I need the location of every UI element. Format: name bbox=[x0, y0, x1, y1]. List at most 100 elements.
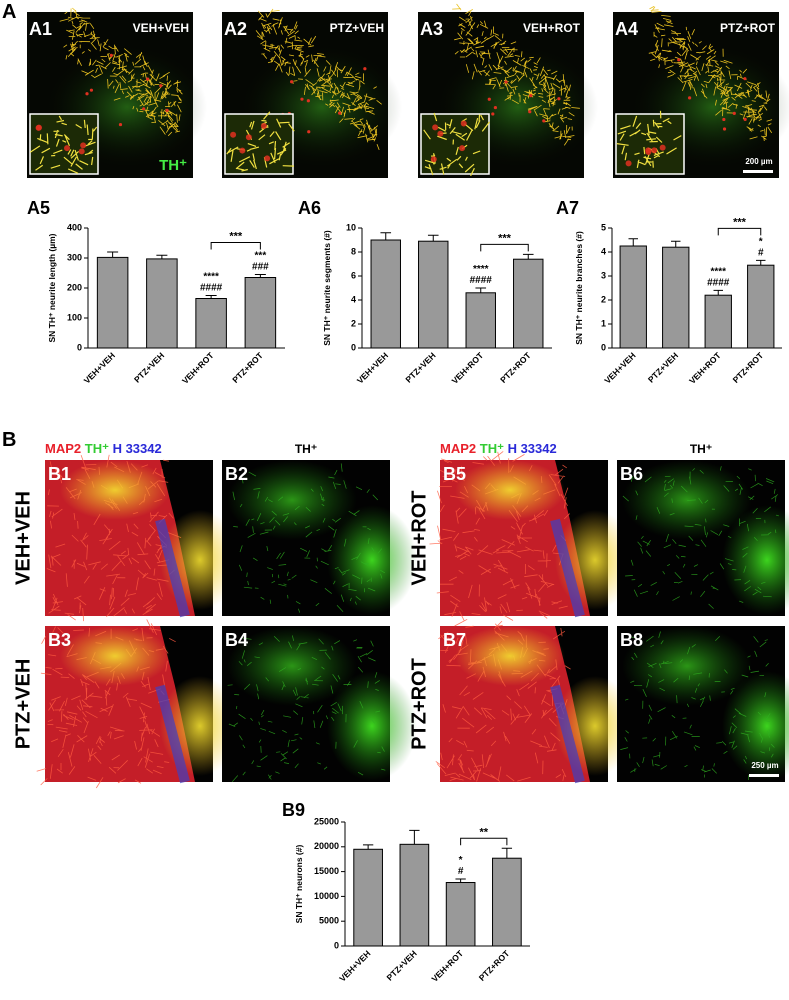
stain-name: TH⁺ bbox=[480, 441, 504, 456]
scale-bar-label: 200 µm bbox=[745, 157, 772, 166]
inset-soma bbox=[651, 147, 658, 154]
y-tick-label: 10000 bbox=[314, 891, 339, 901]
th-overlap bbox=[455, 460, 565, 520]
bar bbox=[418, 240, 449, 349]
soma bbox=[504, 80, 508, 84]
bar bbox=[195, 298, 227, 349]
significance: # bbox=[758, 247, 764, 258]
y-tick-label: 0 bbox=[601, 342, 606, 352]
inset-soma bbox=[460, 120, 467, 127]
inset-soma bbox=[432, 124, 439, 131]
nuclei-band bbox=[155, 684, 190, 784]
comparison-bracket bbox=[460, 837, 508, 846]
neurite-tracing bbox=[452, 3, 580, 146]
micrograph bbox=[36, 619, 240, 789]
soma bbox=[743, 77, 747, 81]
x-tick-label: PTZ+ROT bbox=[498, 350, 533, 385]
condition-label: PTZ+ROT bbox=[720, 21, 776, 35]
y-tick-label: 0 bbox=[351, 342, 356, 352]
y-tick-label: 0 bbox=[77, 342, 82, 352]
soma bbox=[528, 110, 532, 114]
error-bar bbox=[156, 254, 168, 259]
micrograph bbox=[435, 618, 635, 784]
inset bbox=[224, 113, 294, 175]
nuclei-band bbox=[550, 518, 585, 618]
bar bbox=[513, 258, 544, 349]
bracket-label: ** bbox=[479, 826, 488, 838]
soma bbox=[338, 111, 342, 115]
bar bbox=[244, 277, 277, 349]
significance: **** bbox=[473, 264, 489, 275]
panel-label: A7 bbox=[556, 198, 579, 218]
panel-label: B8 bbox=[620, 630, 643, 650]
stain-header: MAP2 TH⁺ H 33342 bbox=[440, 441, 557, 456]
th-region bbox=[722, 505, 789, 615]
y-tick-label: 3 bbox=[601, 270, 606, 280]
micrograph bbox=[222, 8, 402, 178]
inset-soma bbox=[264, 155, 271, 162]
section-label: B bbox=[2, 429, 16, 451]
neurite-tracing bbox=[59, 7, 183, 137]
bar bbox=[96, 256, 129, 349]
significance: * bbox=[459, 855, 463, 866]
th-region bbox=[327, 505, 417, 615]
bar bbox=[619, 245, 647, 349]
th-region bbox=[622, 460, 752, 540]
th-header: TH⁺ bbox=[690, 442, 712, 456]
nuclei-band bbox=[155, 518, 190, 618]
significance: # bbox=[458, 866, 464, 877]
row-label: VEH+VEH bbox=[12, 491, 34, 585]
th-header: TH⁺ bbox=[295, 442, 317, 456]
x-tick-label: VEH+ROT bbox=[180, 350, 216, 386]
significance: #### bbox=[707, 277, 730, 288]
micrograph bbox=[617, 626, 789, 782]
x-tick-label: PTZ+ROT bbox=[477, 948, 512, 983]
micrograph bbox=[27, 7, 207, 178]
soma bbox=[557, 97, 561, 101]
micrograph bbox=[222, 626, 417, 783]
y-tick-label: 100 bbox=[67, 312, 82, 322]
inset-soma bbox=[430, 156, 437, 163]
soma bbox=[142, 107, 146, 111]
panel-label: B4 bbox=[225, 630, 248, 650]
condition-label: PTZ+VEH bbox=[330, 21, 384, 35]
condition-label: VEH+ROT bbox=[523, 21, 581, 35]
soma bbox=[722, 117, 726, 122]
micrograph bbox=[617, 460, 789, 616]
inset-soma bbox=[625, 160, 632, 167]
x-tick-label: VEH+VEH bbox=[82, 350, 117, 385]
x-tick-label: VEH+VEH bbox=[355, 350, 390, 385]
panel-label: B1 bbox=[48, 464, 71, 484]
inset-soma bbox=[80, 142, 87, 149]
th-overlap bbox=[60, 460, 170, 520]
soma bbox=[732, 111, 736, 116]
th-fibers bbox=[227, 635, 386, 783]
y-tick-label: 15000 bbox=[314, 866, 339, 876]
error-bar bbox=[475, 287, 487, 293]
soma bbox=[722, 127, 727, 131]
panel-label: A2 bbox=[224, 19, 247, 39]
th-fibers bbox=[232, 463, 385, 613]
soma bbox=[743, 117, 747, 122]
error-bar bbox=[409, 829, 420, 845]
marker-label: TH⁺ bbox=[159, 157, 187, 174]
th-region bbox=[227, 626, 357, 706]
inset-soma bbox=[230, 131, 237, 138]
inset-soma bbox=[659, 144, 666, 151]
y-tick-label: 6 bbox=[351, 270, 356, 280]
soma bbox=[487, 97, 491, 101]
row-label: VEH+ROT bbox=[408, 490, 430, 585]
panel-label: B7 bbox=[443, 630, 466, 650]
y-axis-label: SN TH⁺ neurite length (µm) bbox=[47, 233, 57, 342]
significance: * bbox=[759, 236, 763, 247]
y-axis-label: SN TH⁺ neurons (#) bbox=[294, 845, 304, 924]
y-tick-label: 4 bbox=[351, 294, 356, 304]
th-overlap bbox=[455, 626, 565, 686]
x-tick-label: PTZ+ROT bbox=[731, 350, 766, 385]
inset-soma bbox=[645, 149, 652, 156]
soma bbox=[159, 84, 163, 88]
stain-name: MAP2 bbox=[440, 441, 476, 456]
bar bbox=[747, 264, 775, 349]
x-tick-label: PTZ+ROT bbox=[230, 350, 265, 385]
